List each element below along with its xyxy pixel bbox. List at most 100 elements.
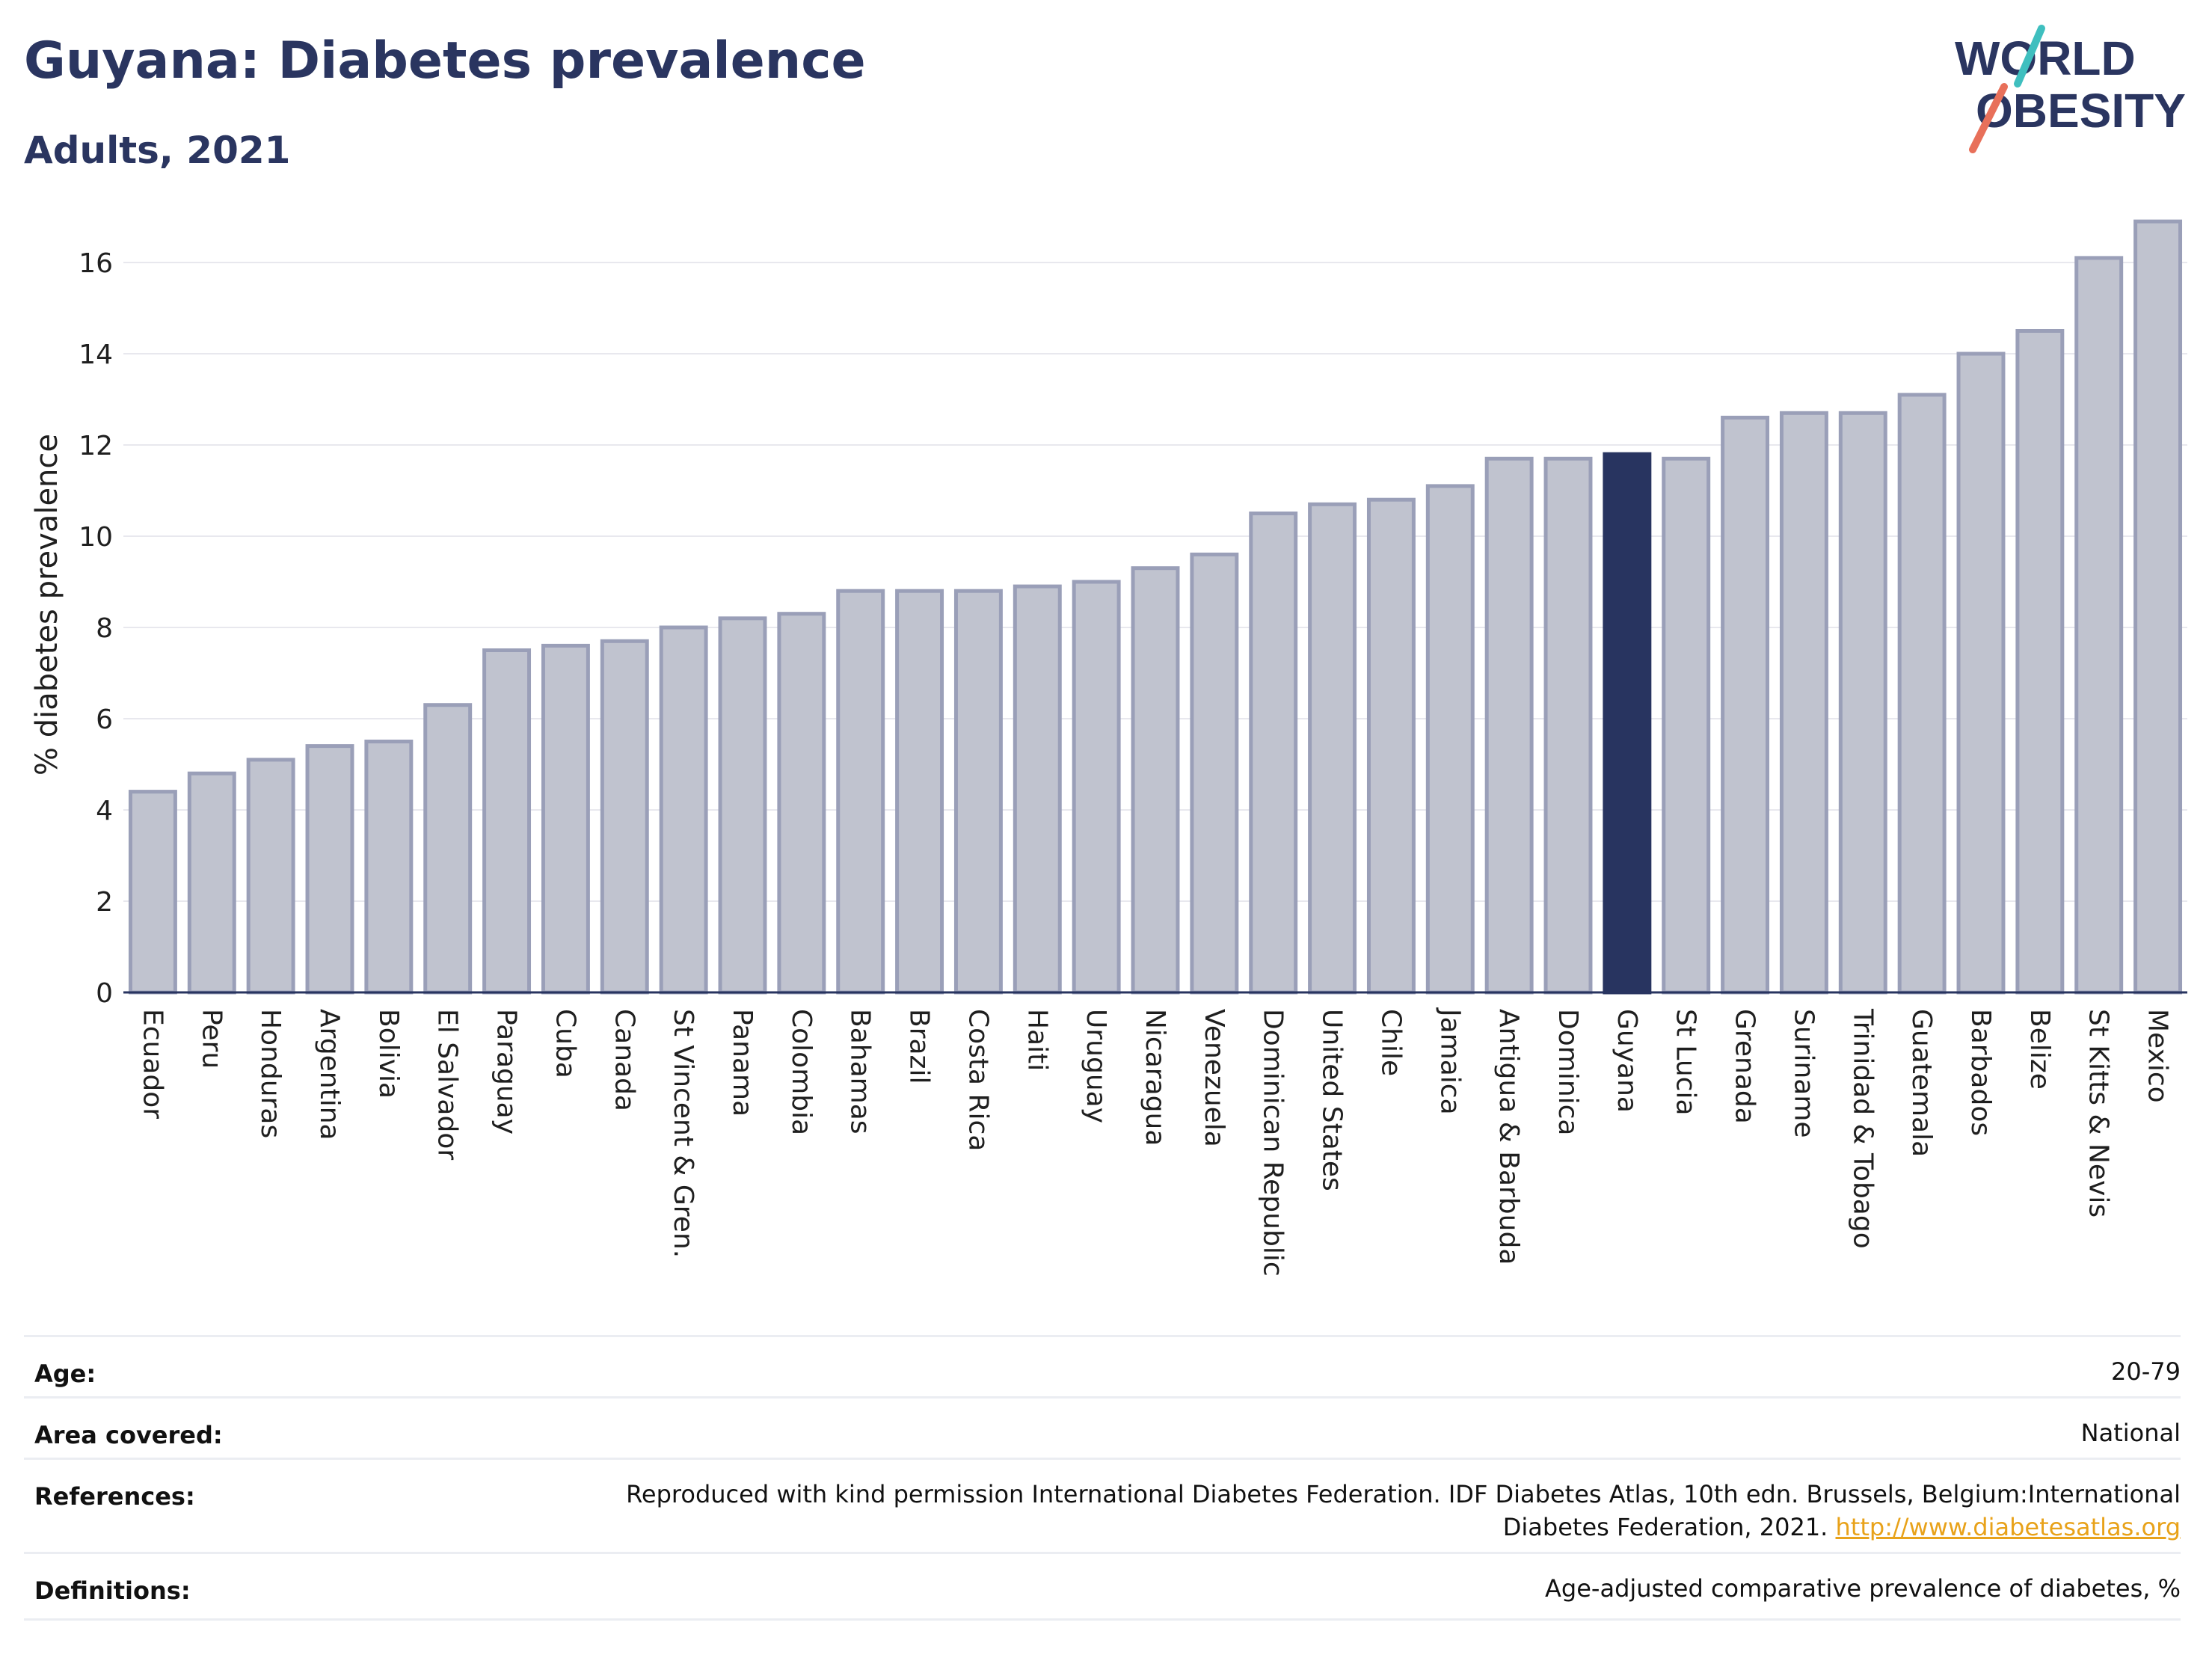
y-axis-title: % diabetes prevalence [30, 434, 64, 776]
bar [895, 589, 944, 995]
logo-line-2: OBESITY [1976, 84, 2186, 138]
x-tick-label: Dominican Republic [1258, 1009, 1288, 1277]
x-tick-label: Canada [609, 1009, 639, 1111]
page-title: Guyana: Diabetes prevalence [24, 31, 866, 90]
x-tick-label: Trinidad & Tobago [1847, 1008, 1878, 1249]
x-tick-label: Venezuela [1199, 1009, 1229, 1147]
bar [1956, 351, 2006, 995]
logo-line-1: WORLD [1955, 31, 2136, 85]
bar [128, 790, 177, 995]
y-tick-label: 0 [96, 978, 113, 1009]
x-tick-label: Colombia [786, 1009, 817, 1135]
references-label: References: [34, 1482, 195, 1511]
y-tick-label: 10 [79, 522, 113, 553]
x-tick-label: Antigua & Barbuda [1493, 1009, 1524, 1265]
references-value: Reproduced with kind permission Internat… [626, 1478, 2181, 1544]
bar [777, 612, 826, 995]
info-row-age: Age: 20-79 [24, 1335, 2181, 1398]
bar [246, 758, 295, 995]
y-tick-label: 2 [96, 887, 113, 918]
bar [482, 648, 532, 995]
bar [600, 639, 649, 995]
bar [1543, 456, 1593, 995]
bar [1662, 456, 1711, 995]
bar [718, 616, 767, 995]
x-tick-label: Bahamas [845, 1009, 876, 1134]
bar [1897, 393, 1947, 995]
bar [1249, 512, 1298, 995]
x-tick-label: Nicaragua [1140, 1009, 1170, 1146]
area-value: National [2080, 1419, 2181, 1447]
bar [1131, 566, 1180, 995]
page-subtitle: Adults, 2021 [24, 129, 291, 172]
bar [659, 625, 708, 995]
bar [1425, 484, 1475, 995]
info-row-definitions: Definitions: Age-adjusted comparative pr… [24, 1552, 2181, 1621]
bar [1072, 580, 1121, 995]
references-text-2: Diabetes Federation, 2021. [1502, 1513, 1828, 1541]
definitions-label: Definitions: [34, 1576, 191, 1605]
bar [2074, 256, 2124, 995]
bar [1779, 411, 1828, 995]
x-tick-label: Dominica [1552, 1009, 1583, 1136]
x-tick-label: Peru [196, 1009, 227, 1069]
x-tick-label: Chile [1375, 1009, 1406, 1076]
bar [1603, 452, 1652, 995]
x-tick-label: Barbados [1965, 1009, 1996, 1136]
y-tick-label: 14 [79, 340, 113, 370]
bar [1013, 584, 1062, 995]
definitions-value: Age-adjusted comparative prevalence of d… [1545, 1574, 2181, 1603]
references-text-1: Reproduced with kind permission Internat… [626, 1480, 2181, 1508]
info-row-references: References: Reproduced with kind permiss… [24, 1458, 2181, 1554]
bar [1190, 552, 1239, 995]
x-tick-label: Paraguay [491, 1009, 522, 1134]
x-tick-label: Grenada [1730, 1009, 1760, 1124]
y-tick-label: 4 [96, 796, 113, 826]
age-value: 20-79 [2111, 1357, 2181, 1386]
x-tick-label: Haiti [1021, 1009, 1052, 1071]
bar [1838, 411, 1887, 995]
references-link[interactable]: http://www.diabetesatlas.org [1835, 1513, 2181, 1541]
x-tick-label: St Vincent & Gren. [668, 1009, 698, 1258]
bar [1366, 497, 1416, 995]
bar [305, 744, 354, 995]
x-tick-label: Ecuador [137, 1009, 168, 1119]
bar-chart: 0 2 4 6 8 10 12 14 16 % diabetes prevalence Ecuado… [30, 219, 2187, 1277]
bar [364, 740, 414, 995]
y-tick-label: 16 [79, 248, 113, 279]
bar [2015, 329, 2065, 995]
x-tick-label: St Kitts & Nevis [2083, 1009, 2114, 1218]
x-tick-label: Cuba [550, 1009, 580, 1078]
y-tick-label: 8 [96, 613, 113, 644]
x-tick-label: Guatemala [1906, 1009, 1937, 1157]
x-tick-label: Belize [2024, 1009, 2055, 1090]
x-tick-label: Costa Rica [962, 1009, 993, 1151]
logo-coral-stroke [1969, 83, 2008, 153]
bar [953, 589, 1003, 995]
x-tick-label: Mexico [2142, 1009, 2173, 1103]
logo-teal-stroke [2014, 25, 2045, 87]
x-tick-label: Honduras [255, 1009, 286, 1138]
x-tick-label: Uruguay [1081, 1009, 1111, 1123]
y-tick-label: 6 [96, 704, 113, 735]
bar [1308, 502, 1357, 995]
age-label: Age: [34, 1360, 96, 1388]
x-tick-label: Argentina [314, 1009, 345, 1140]
x-tick-label: Brazil [904, 1009, 935, 1084]
info-row-area: Area covered: National [24, 1396, 2181, 1460]
bar [1484, 456, 1534, 995]
bar [187, 771, 236, 995]
y-tick-label: 12 [79, 431, 113, 461]
x-tick-label: Guyana [1612, 1009, 1642, 1113]
area-label: Area covered: [34, 1421, 223, 1449]
x-tick-label: United States [1317, 1009, 1348, 1191]
world-obesity-logo: WORLD OBESITY [1955, 25, 2186, 153]
bar [541, 643, 590, 995]
x-tick-label: Jamaica [1434, 1007, 1465, 1115]
bar [836, 589, 885, 995]
x-tick-label: Panama [727, 1009, 758, 1117]
bar [2133, 219, 2183, 995]
x-tick-label: St Lucia [1671, 1009, 1701, 1116]
bar [423, 703, 473, 995]
bar [1721, 415, 1770, 995]
